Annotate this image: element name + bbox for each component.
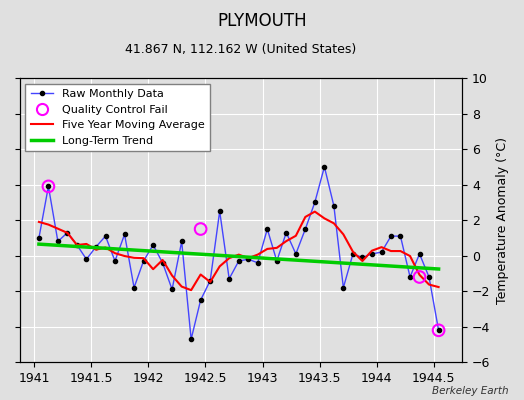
Y-axis label: Temperature Anomaly (°C): Temperature Anomaly (°C) [496, 137, 509, 304]
Text: Berkeley Earth: Berkeley Earth [432, 386, 508, 396]
Title: 41.867 N, 112.162 W (United States): 41.867 N, 112.162 W (United States) [125, 43, 357, 56]
Point [434, 327, 443, 334]
Legend: Raw Monthly Data, Quality Control Fail, Five Year Moving Average, Long-Term Tren: Raw Monthly Data, Quality Control Fail, … [26, 84, 211, 151]
Point [196, 226, 205, 232]
Point [44, 183, 52, 190]
Point [416, 274, 424, 280]
Text: PLYMOUTH: PLYMOUTH [217, 12, 307, 30]
